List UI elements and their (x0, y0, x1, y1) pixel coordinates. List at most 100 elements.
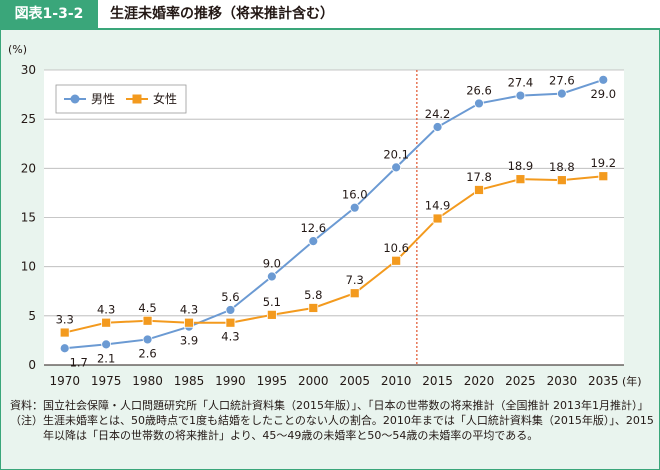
data-label: 24.2 (425, 107, 451, 121)
data-point-female (349, 288, 360, 299)
data-label: 3.9 (180, 334, 198, 348)
source-note-text: 国立社会保障・人口問題研究所「人口統計資料集（2015年版）」、「日本の世帯数の… (43, 399, 649, 412)
data-point-female (598, 171, 609, 182)
data-label: 5.8 (304, 288, 322, 302)
data-label: 26.6 (466, 83, 492, 97)
x-unit-label: (年) (622, 374, 642, 388)
data-point-male (474, 98, 484, 109)
data-point-male (142, 334, 153, 345)
data-point-male (101, 339, 112, 350)
data-label: 9.0 (263, 257, 281, 271)
data-point-male (515, 90, 526, 101)
series-layer (59, 74, 609, 354)
data-label: 4.3 (180, 303, 198, 317)
data-point-female (225, 317, 236, 328)
figure-label: 図表1-3-2 (0, 0, 98, 28)
grid-lines (44, 69, 624, 365)
data-point-female (184, 317, 194, 328)
data-point-male (59, 343, 70, 354)
data-point-female (391, 255, 402, 266)
data-label: 20.1 (383, 147, 409, 161)
legend-marker-male (70, 94, 80, 104)
x-tick-label: 2025 (505, 374, 536, 388)
y-tick-label: 15 (21, 211, 36, 225)
data-point-female (142, 315, 153, 326)
definition-note-tag: （注） (10, 414, 43, 427)
definition-note-text: 生涯未婚率とは、50歳時点で1度も結婚をしたことのない人の割合。2010年までは… (43, 414, 654, 442)
data-point-male (556, 88, 567, 99)
data-label: 29.0 (590, 87, 616, 101)
source-note-tag: 資料： (10, 399, 43, 412)
data-label: 12.6 (300, 221, 326, 235)
data-label: 27.6 (549, 74, 575, 88)
y-tick-label: 10 (21, 260, 36, 274)
figure-title: 生涯未婚率の推移（将来推計含む） (110, 6, 334, 22)
data-point-male (391, 162, 402, 173)
data-label: 1.7 (70, 355, 88, 369)
data-point-male (598, 74, 609, 85)
y-tick-label: 5 (28, 309, 36, 323)
data-label: 3.3 (56, 313, 74, 327)
x-tick-label: 2035 (588, 374, 619, 388)
data-label: 5.6 (221, 290, 239, 304)
data-label: 4.5 (138, 301, 156, 315)
x-tick-label: 1990 (215, 374, 246, 388)
data-point-female (101, 317, 112, 328)
definition-note: （注） 生涯未婚率とは、50歳時点で1度も結婚をしたことのない人の割合。2010… (10, 413, 654, 443)
data-label: 2.6 (138, 346, 156, 360)
data-label: 7.3 (346, 273, 364, 287)
data-point-female (556, 175, 567, 186)
data-point-female (515, 174, 526, 185)
y-tick-label: 30 (21, 63, 36, 77)
x-tick-label: 2010 (381, 374, 412, 388)
x-tick-label: 1970 (49, 374, 80, 388)
data-label: 27.4 (508, 76, 534, 90)
y-tick-label: 25 (21, 112, 36, 126)
data-point-male (349, 202, 360, 213)
data-point-male (308, 236, 319, 247)
series-line-male (64, 78, 604, 350)
y-tick-label: 20 (21, 161, 36, 175)
data-point-female (308, 303, 319, 313)
data-label: 2.1 (97, 351, 115, 365)
y-unit-label: (%) (8, 43, 27, 56)
notes: 資料： 国立社会保障・人口問題研究所「人口統計資料集（2015年版）」、「日本の… (10, 398, 654, 443)
x-tick-label: 1985 (174, 374, 205, 388)
legend-marker-female (132, 94, 142, 104)
x-tick-label: 1980 (132, 374, 163, 388)
data-point-female (474, 185, 484, 195)
x-tick-label: 2005 (339, 374, 370, 388)
x-tick-label: 2015 (422, 374, 453, 388)
legend-label: 女性 (153, 91, 177, 106)
data-label: 4.3 (97, 303, 115, 317)
data-label: 17.8 (466, 170, 492, 184)
x-tick-label: 2000 (298, 374, 329, 388)
data-point-male (225, 305, 236, 315)
source-note: 資料： 国立社会保障・人口問題研究所「人口統計資料集（2015年版）」、「日本の… (10, 398, 654, 413)
figure-header: 図表1-3-2 生涯未婚率の推移（将来推計含む） (0, 0, 660, 30)
x-tick-label: 1975 (91, 374, 122, 388)
series-line-female (64, 175, 604, 334)
data-point-male (432, 122, 443, 132)
data-point-male (266, 271, 277, 282)
legend-label: 男性 (91, 92, 115, 106)
data-label: 16.0 (342, 188, 368, 202)
data-point-female (266, 309, 277, 320)
data-label: 14.9 (425, 198, 451, 212)
x-tick-label: 1995 (257, 374, 288, 388)
legend: 男性 女性 (55, 84, 187, 114)
y-tick-label: 0 (28, 358, 36, 372)
x-tick-label: 2020 (464, 374, 495, 388)
x-tick-label: 2030 (547, 374, 578, 388)
data-label: 4.3 (221, 330, 239, 344)
data-label: 19.2 (590, 156, 616, 170)
data-point-female (432, 213, 443, 224)
data-label: 18.8 (549, 160, 575, 174)
data-point-female (59, 327, 70, 338)
data-label: 5.1 (263, 295, 281, 309)
data-label: 10.6 (383, 241, 409, 255)
data-label: 18.9 (508, 159, 534, 173)
data-labels: 1.7 2.1 2.6 3.9 5.6 9.0 12.6 16.0 20.1 24.2 26.6 27… (56, 74, 617, 370)
